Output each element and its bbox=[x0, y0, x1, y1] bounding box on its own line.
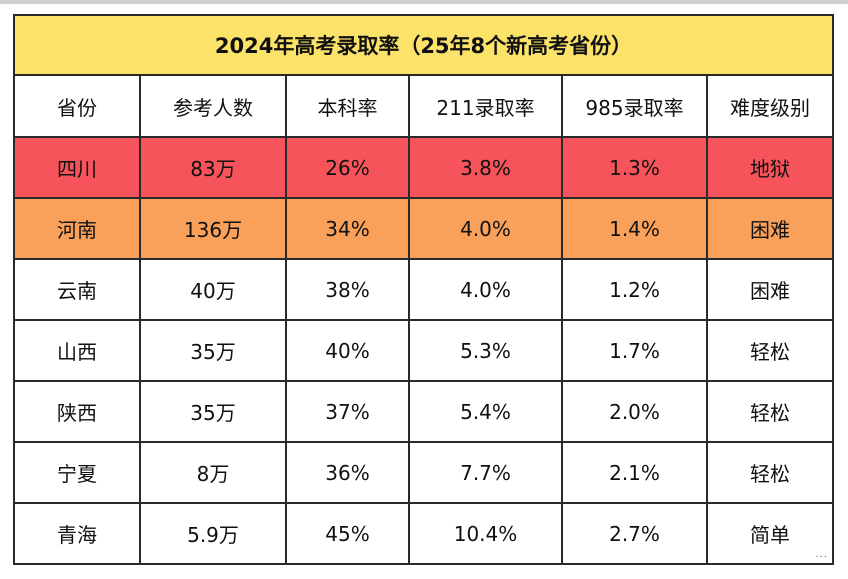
top-border-strip bbox=[0, 0, 848, 4]
cell-candidates: 83万 bbox=[139, 136, 287, 199]
cell-undergrad-rate: 36% bbox=[285, 441, 410, 504]
cell-985-rate: 2.1% bbox=[561, 441, 708, 504]
cell-difficulty: 困难 bbox=[705, 258, 835, 321]
header-211-rate: 211录取率 bbox=[408, 74, 563, 138]
cell-candidates: 35万 bbox=[139, 380, 287, 443]
header-undergrad-rate: 本科率 bbox=[285, 74, 410, 138]
cell-difficulty: 轻松 bbox=[705, 319, 835, 382]
header-row: 省份 参考人数 本科率 211录取率 985录取率 难度级别 bbox=[13, 74, 835, 138]
cell-undergrad-rate: 45% bbox=[285, 502, 410, 565]
cell-difficulty: 轻松 bbox=[705, 380, 835, 443]
table-row: 青海 5.9万 45% 10.4% 2.7% 简单 bbox=[13, 502, 835, 565]
header-difficulty: 难度级别 bbox=[705, 74, 835, 138]
cell-985-rate: 2.0% bbox=[561, 380, 708, 443]
cell-undergrad-rate: 34% bbox=[285, 197, 410, 260]
admission-rate-table: 2024年高考录取率（25年8个新高考省份） 省份 参考人数 本科率 211录取… bbox=[12, 14, 835, 565]
cell-difficulty: 地狱 bbox=[705, 136, 835, 199]
cell-candidates: 8万 bbox=[139, 441, 287, 504]
cell-211-rate: 5.4% bbox=[408, 380, 563, 443]
cell-province: 河南 bbox=[13, 197, 141, 260]
table-title: 2024年高考录取率（25年8个新高考省份） bbox=[12, 14, 835, 76]
cell-211-rate: 7.7% bbox=[408, 441, 563, 504]
cell-undergrad-rate: 40% bbox=[285, 319, 410, 382]
table-row: 云南 40万 38% 4.0% 1.2% 困难 bbox=[13, 258, 835, 321]
cell-candidates: 136万 bbox=[139, 197, 287, 260]
cell-province: 陕西 bbox=[13, 380, 141, 443]
table-row: 四川 83万 26% 3.8% 1.3% 地狱 bbox=[13, 136, 835, 199]
cell-province: 山西 bbox=[13, 319, 141, 382]
cell-211-rate: 4.0% bbox=[408, 258, 563, 321]
header-province: 省份 bbox=[13, 74, 141, 138]
table-row: 山西 35万 40% 5.3% 1.7% 轻松 bbox=[13, 319, 835, 382]
header-985-rate: 985录取率 bbox=[561, 74, 708, 138]
cell-province: 云南 bbox=[13, 258, 141, 321]
cell-211-rate: 5.3% bbox=[408, 319, 563, 382]
cell-985-rate: 1.3% bbox=[561, 136, 708, 199]
cell-undergrad-rate: 37% bbox=[285, 380, 410, 443]
cell-candidates: 40万 bbox=[139, 258, 287, 321]
cell-difficulty: 困难 bbox=[705, 197, 835, 260]
cell-province: 宁夏 bbox=[13, 441, 141, 504]
cell-difficulty: 简单 bbox=[705, 502, 835, 565]
cell-undergrad-rate: 38% bbox=[285, 258, 410, 321]
cell-211-rate: 10.4% bbox=[408, 502, 563, 565]
cell-province: 四川 bbox=[13, 136, 141, 199]
table-row: 河南 136万 34% 4.0% 1.4% 困难 bbox=[13, 197, 835, 260]
cell-985-rate: 1.7% bbox=[561, 319, 708, 382]
cell-candidates: 5.9万 bbox=[139, 502, 287, 565]
header-candidates: 参考人数 bbox=[139, 74, 287, 138]
cell-difficulty: 轻松 bbox=[705, 441, 835, 504]
cell-province: 青海 bbox=[13, 502, 141, 565]
cell-211-rate: 3.8% bbox=[408, 136, 563, 199]
cell-985-rate: 1.4% bbox=[561, 197, 708, 260]
cell-candidates: 35万 bbox=[139, 319, 287, 382]
table-row: 陕西 35万 37% 5.4% 2.0% 轻松 bbox=[13, 380, 835, 443]
cell-undergrad-rate: 26% bbox=[285, 136, 410, 199]
cell-985-rate: 2.7% bbox=[561, 502, 708, 565]
more-dots-icon: ··· bbox=[815, 552, 828, 563]
cell-211-rate: 4.0% bbox=[408, 197, 563, 260]
cell-985-rate: 1.2% bbox=[561, 258, 708, 321]
table-row: 宁夏 8万 36% 7.7% 2.1% 轻松 bbox=[13, 441, 835, 504]
